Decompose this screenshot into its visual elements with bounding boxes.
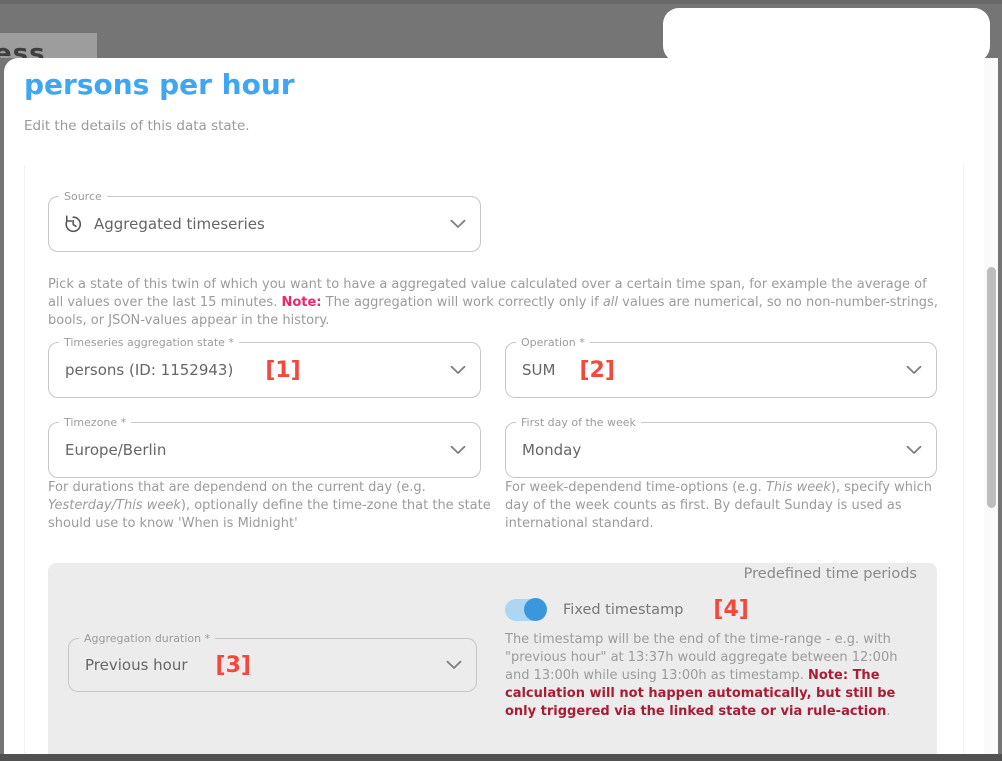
chevron-down-icon xyxy=(906,445,922,455)
dialog-subtitle: Edit the details of this data state. xyxy=(24,118,250,134)
chevron-down-icon xyxy=(450,219,466,229)
timeseries-aggregation-state-value: persons (ID: 1152943) xyxy=(65,361,234,379)
source-value: Aggregated timeseries xyxy=(94,215,265,233)
first-day-of-week-value: Monday xyxy=(522,441,582,459)
aggregation-duration-label: Aggregation duration * xyxy=(79,632,216,645)
source-label: Source xyxy=(59,190,107,203)
chevron-down-icon xyxy=(906,365,922,375)
window-bottom-edge xyxy=(0,754,1002,761)
intro-note-label: Note: xyxy=(281,295,322,310)
history-icon xyxy=(62,213,84,235)
toggle-knob xyxy=(524,598,547,621)
predefined-time-periods-section xyxy=(48,563,937,761)
fixed-timestamp-label: Fixed timestamp xyxy=(563,601,684,618)
timestamp-note-warning: Note: The calculation will not happen au… xyxy=(505,668,896,719)
operation-select[interactable]: Operation * SUM [2] xyxy=(505,336,937,398)
intro-part3: values are numerical, so no non-number-s… xyxy=(48,295,938,328)
dialog-scroll-area xyxy=(24,165,964,761)
operation-value: SUM xyxy=(522,361,556,379)
timezone-select[interactable]: Timezone * Europe/Berlin xyxy=(48,416,481,478)
intro-part2: The aggregation will work correctly only… xyxy=(321,295,603,310)
fixed-timestamp-toggle[interactable] xyxy=(505,598,547,621)
annotation-mark-3: [3] xyxy=(215,652,251,678)
chevron-down-icon xyxy=(450,445,466,455)
annotation-mark-1: [1] xyxy=(265,357,301,383)
source-select[interactable]: Source Aggregated timeseries xyxy=(48,190,481,252)
fixed-timestamp-row: Fixed timestamp [4] xyxy=(505,597,749,622)
intro-part1: Pick a state of this twin of which you w… xyxy=(48,277,927,310)
fixed-timestamp-help-text: The timestamp will be the end of the tim… xyxy=(505,631,923,721)
predefined-time-periods-heading: Predefined time periods xyxy=(743,566,917,582)
first-day-help-part1: For week-dependend time-options (e.g. xyxy=(505,480,766,495)
timezone-help-text: For durations that are dependend on the … xyxy=(48,479,494,533)
aggregation-duration-value: Previous hour xyxy=(85,656,188,674)
chevron-down-icon xyxy=(446,660,462,670)
chevron-down-icon xyxy=(450,365,466,375)
annotation-mark-2: [2] xyxy=(579,357,615,383)
first-day-help-part2: ), specify which day of the week counts … xyxy=(505,480,932,531)
timezone-value: Europe/Berlin xyxy=(65,441,167,459)
page-title: persons per hour xyxy=(24,68,295,101)
first-day-of-week-select[interactable]: First day of the week Monday xyxy=(505,416,937,478)
aggregation-duration-select[interactable]: Aggregation duration * Previous hour [3] xyxy=(68,632,477,692)
dialog-toolbar: COPY CONFIG SAVE xyxy=(663,8,990,62)
scrollbar-thumb[interactable] xyxy=(987,267,996,508)
background-partial-heading: ess 3.4 xyxy=(0,33,97,58)
first-day-help-italic: This week xyxy=(765,480,831,495)
timezone-help-italic: Yesterday/This week xyxy=(48,498,181,513)
source-help-text: Pick a state of this twin of which you w… xyxy=(48,276,940,330)
operation-label: Operation * xyxy=(516,336,590,349)
timeseries-aggregation-state-label: Timeseries aggregation state * xyxy=(59,336,239,349)
first-day-of-week-label: First day of the week xyxy=(516,416,641,429)
timezone-help-part2: ), optionally define the time-zone that … xyxy=(48,498,491,531)
annotation-mark-4: [4] xyxy=(713,597,749,622)
background-partial-heading-text: ess 3.4 xyxy=(0,39,46,58)
timestamp-note-part2: . xyxy=(886,704,891,719)
first-day-help-text: For week-dependend time-options (e.g. Th… xyxy=(505,479,939,533)
timezone-label: Timezone * xyxy=(59,416,132,429)
window-top-edge xyxy=(0,0,1002,4)
timeseries-aggregation-state-select[interactable]: Timeseries aggregation state * persons (… xyxy=(48,336,481,398)
intro-italic: all xyxy=(602,295,619,310)
timezone-help-part1: For durations that are dependend on the … xyxy=(48,480,426,495)
timestamp-note-part1: The timestamp will be the end of the tim… xyxy=(505,632,898,683)
